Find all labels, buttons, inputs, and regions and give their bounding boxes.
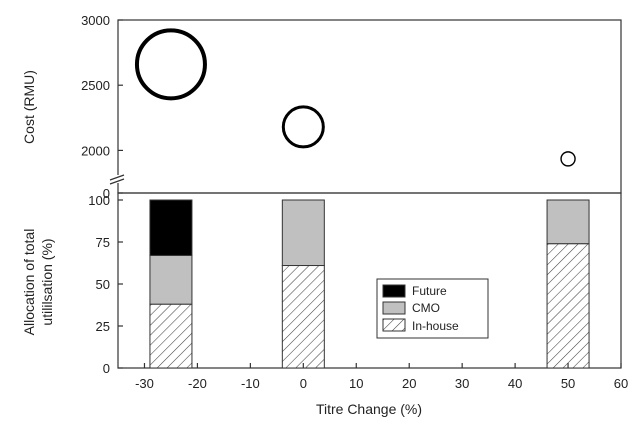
top-panel: 0 2000 2500 3000 Cost (RMU) [21,13,622,201]
bottom-y-tick-label: 25 [96,319,110,334]
legend: Future CMO In-house [376,278,489,339]
top-y-tick-label: 2500 [81,78,110,93]
bar-cmo-0 [149,254,193,305]
legend-label-future: Future [412,284,447,298]
cost-bubbles [134,28,576,167]
legend-swatch-cmo [382,301,406,315]
allocation-bars [149,199,590,369]
x-tick-label: 30 [455,376,469,391]
legend-label-cmo: CMO [412,301,440,315]
x-tick-label: -30 [135,376,154,391]
x-tick-label: 10 [349,376,363,391]
bottom-y-axis-title-line-1: Allocation of total [21,229,37,336]
bottom-y-axis-title-line-2: utililsation (%) [39,238,55,325]
legend-label-inhouse: In-house [412,319,459,333]
bottom-plot-frame [117,192,622,369]
legend-swatch-future [382,284,406,298]
x-tick-label: -10 [241,376,260,391]
x-axis-title: Titre Change (%) [316,401,422,417]
bar-cmo-2 [546,199,590,245]
top-y-tick-label: 3000 [81,13,110,28]
cost-bubble-0 [134,28,207,101]
bottom-y-tick-label: 0 [103,361,110,376]
x-tick-label: 50 [561,376,575,391]
bar-inhouse-2 [546,243,590,369]
axis-break-mark [109,174,127,185]
bottom-y-ticks: 0 25 50 75 100 [88,193,123,376]
cost-bubble-2 [560,151,576,167]
legend-swatch-inhouse [382,318,406,332]
bar-cmo-1 [281,199,325,267]
bar-future-0 [149,199,193,256]
cost-bubble-1 [281,105,325,149]
bottom-y-tick-label: 50 [96,277,110,292]
bar-inhouse-1 [281,265,325,369]
bottom-panel: 0 25 50 75 100 -30 -20 -10 0 10 20 30 40 50 60 Future… [21,192,628,417]
x-tick-label: 40 [508,376,522,391]
bottom-y-tick-label: 75 [96,235,110,250]
x-tick-label: 20 [402,376,416,391]
top-plot-frame [117,19,622,194]
x-ticks: -30 -20 -10 0 10 20 30 40 50 60 [135,363,628,391]
x-tick-label: 0 [300,376,307,391]
x-tick-label: 60 [614,376,628,391]
x-tick-label: -20 [188,376,207,391]
bottom-y-tick-label: 100 [88,193,110,208]
top-y-ticks: 0 2000 2500 3000 [81,13,123,201]
bar-inhouse-0 [149,303,193,369]
top-y-tick-label: 2000 [81,143,110,158]
top-y-axis-title: Cost (RMU) [21,70,37,144]
top-y-tick-label: 0 [103,186,110,201]
